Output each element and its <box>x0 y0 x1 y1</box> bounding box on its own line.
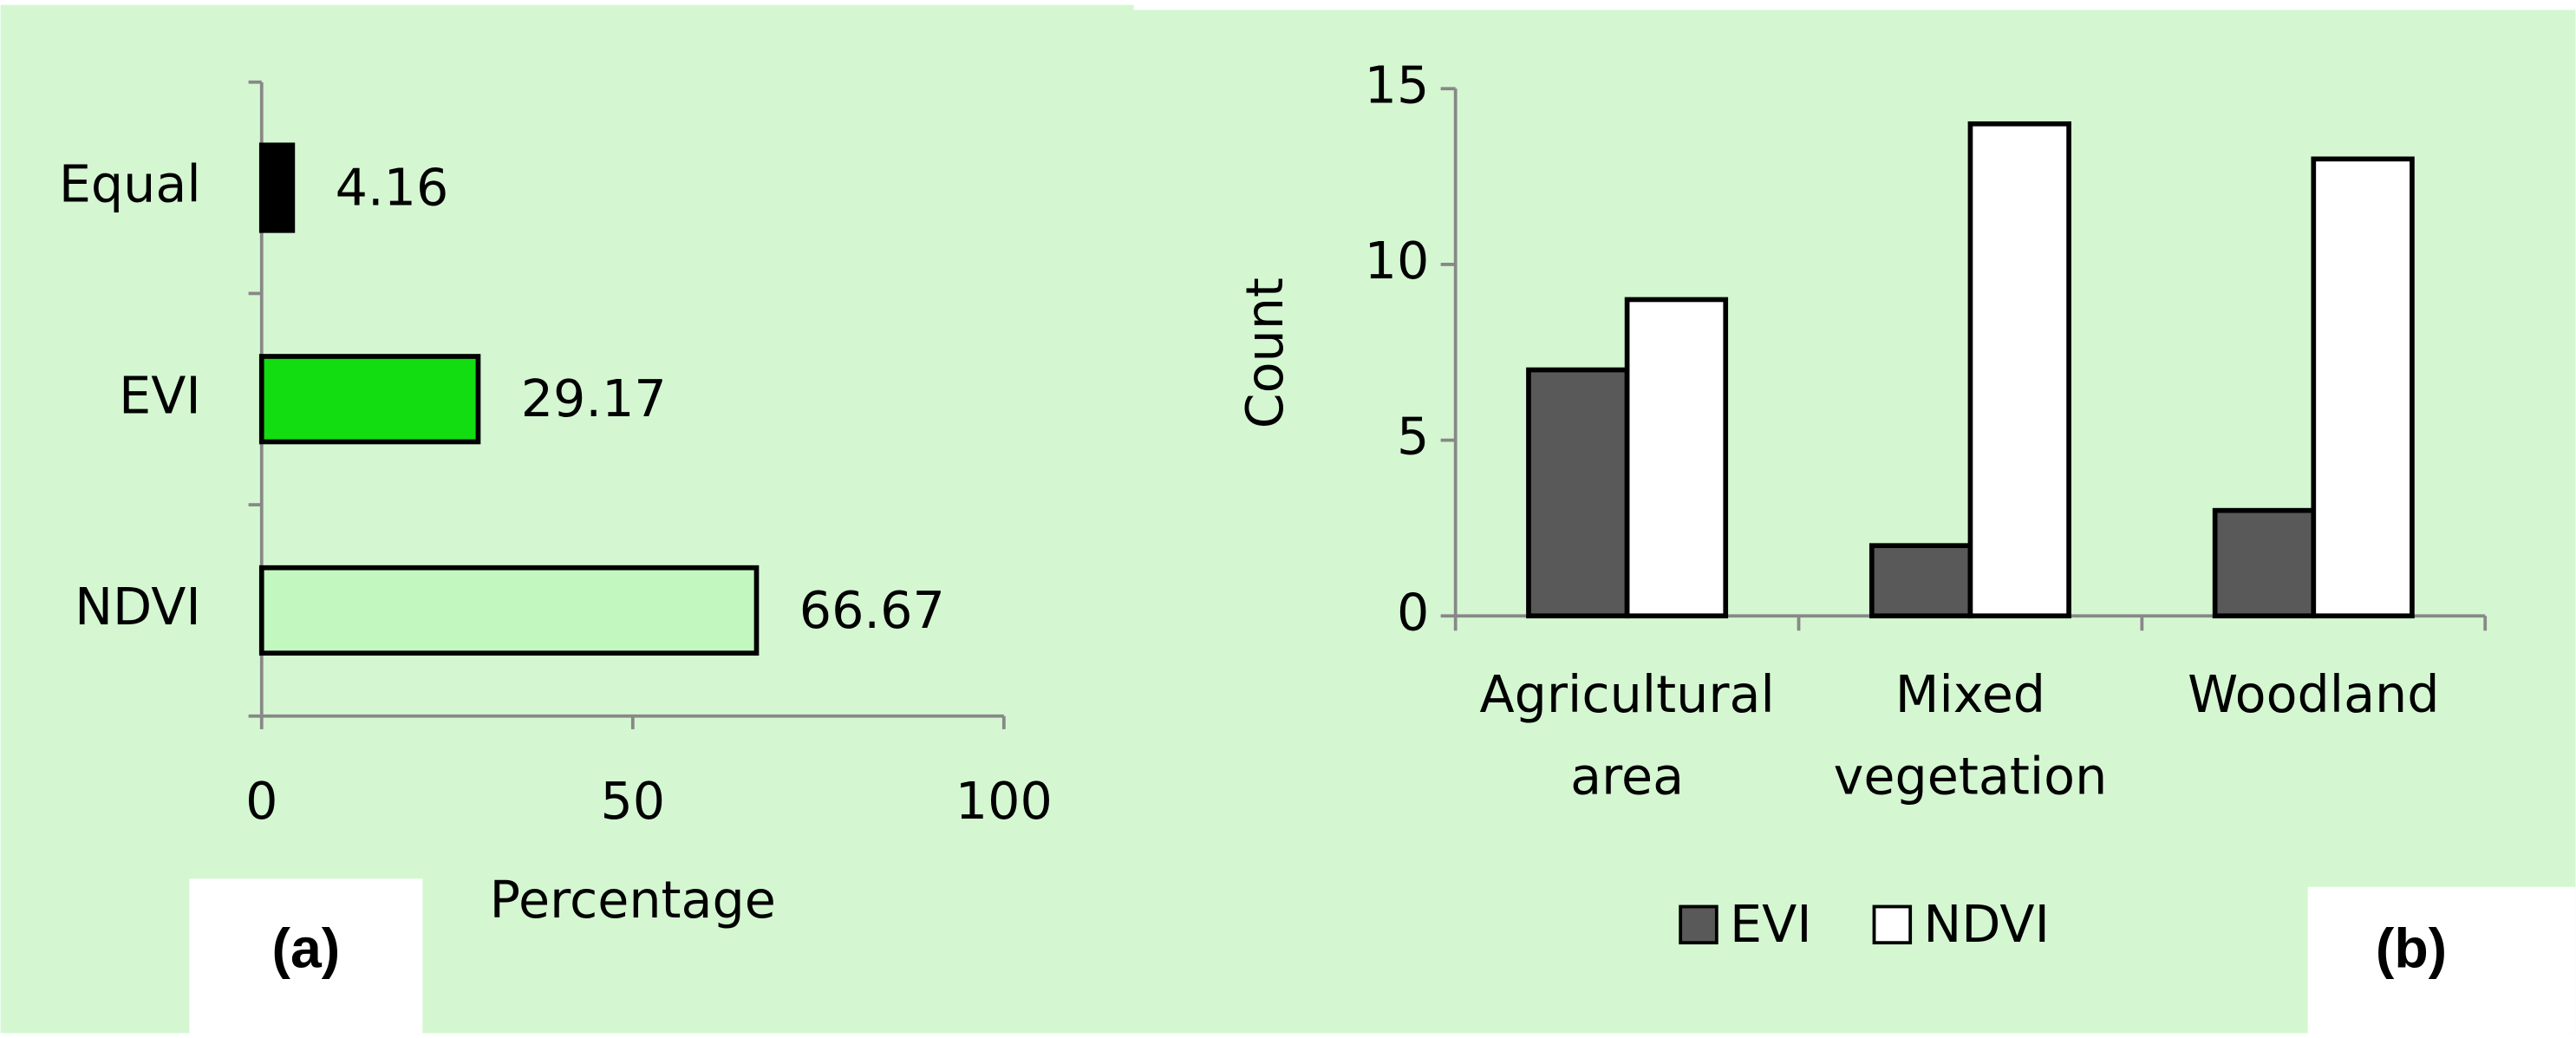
legend-label: EVI <box>1730 895 1812 954</box>
data-label: 4.16 <box>336 158 449 217</box>
bar <box>1526 367 1630 619</box>
bar <box>1868 543 1973 619</box>
y-tick-label: Equal <box>59 155 201 214</box>
panel-b-label-box <box>2307 886 2576 1034</box>
data-label: 29.17 <box>521 369 667 428</box>
y-tick-label: 0 <box>1397 583 1429 642</box>
bar <box>1624 297 1729 619</box>
y-tick-label: 15 <box>1365 55 1430 114</box>
x-tick-label: 100 <box>955 772 1053 831</box>
panel-a-label-box <box>189 878 423 1034</box>
x-axis-label: Percentage <box>490 871 776 930</box>
x-tick-label: Mixed vegetation <box>1834 665 2108 806</box>
bar <box>2311 156 2415 619</box>
y-axis-label: Count <box>1236 277 1295 428</box>
y-tick-label: EVI <box>119 366 201 425</box>
panel-label: (b) <box>2376 917 2447 980</box>
y-tick-label: 10 <box>1365 232 1430 291</box>
y-tick-label: 5 <box>1397 408 1429 467</box>
x-tick-label: 0 <box>245 772 277 831</box>
bar <box>1967 121 2071 619</box>
legend-label: NDVI <box>1923 895 2050 954</box>
panel-label: (a) <box>272 917 341 980</box>
data-label: 66.67 <box>799 581 945 640</box>
bar <box>258 354 481 445</box>
panel-a-background <box>0 4 1134 1034</box>
x-tick-label: 50 <box>600 772 665 831</box>
legend-swatch <box>1872 904 1913 945</box>
x-tick-label: Agricultural area <box>1479 665 1774 806</box>
legend-swatch <box>1679 904 1718 945</box>
bar <box>2212 507 2317 619</box>
x-tick-label: Woodland <box>2188 665 2439 724</box>
bar <box>258 142 296 233</box>
y-tick-label: NDVI <box>75 578 201 637</box>
bar <box>258 565 760 656</box>
